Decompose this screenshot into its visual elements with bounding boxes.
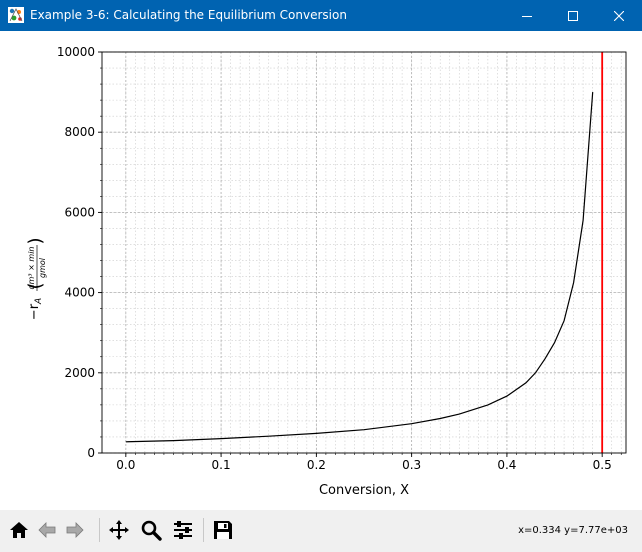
toolbar-separator (99, 518, 100, 542)
y-tick-labels: 0 2000 4000 6000 8000 10000 (57, 45, 95, 460)
x-tick-label: 0.2 (307, 458, 326, 472)
navigation-toolbar: x=0.334 y=7.77e+03 (0, 510, 642, 552)
zoom-icon (141, 520, 162, 541)
x-tick-label: 0.3 (402, 458, 421, 472)
y-tick-label: 0 (87, 446, 95, 460)
figure-canvas[interactable]: 0.0 0.1 0.2 0.3 0.4 0.5 0 2000 4000 6000 8000 1000… (0, 31, 642, 510)
y-axis-label-numerator: dm³ × min (27, 247, 36, 290)
ticks (98, 51, 622, 457)
y-tick-label: 4000 (64, 286, 95, 300)
maximize-icon (568, 10, 578, 21)
app-icon (8, 7, 24, 23)
back-icon (38, 522, 56, 538)
pan-icon (109, 520, 129, 540)
x-tick-label: 0.0 (116, 458, 135, 472)
x-tick-label: 0.1 (212, 458, 231, 472)
svg-text:): ) (25, 237, 46, 244)
svg-text:−rA: −rA (27, 298, 44, 320)
y-axis-label-subscript: A (34, 298, 44, 305)
minimize-icon (522, 15, 532, 17)
toolbar-separator (203, 518, 204, 542)
pan-button[interactable] (106, 517, 132, 543)
y-axis-label-main: −r (27, 303, 42, 320)
svg-text:(: ( (25, 282, 46, 289)
y-axis-label-denominator: gmol (38, 257, 47, 278)
zoom-button[interactable] (138, 517, 164, 543)
x-tick-label: 0.4 (497, 458, 516, 472)
y-tick-label: 8000 (64, 125, 95, 139)
x-axis-label: Conversion, X (319, 483, 409, 498)
window-title: Example 3-6: Calculating the Equilibrium… (30, 8, 347, 22)
forward-icon (66, 522, 84, 538)
close-button[interactable] (596, 0, 642, 31)
y-tick-label: 10000 (57, 45, 95, 59)
back-button[interactable] (34, 517, 60, 543)
x-tick-labels: 0.0 0.1 0.2 0.3 0.4 0.5 (116, 458, 611, 472)
minor-grid (102, 51, 626, 454)
close-icon (614, 10, 624, 21)
plot-svg: 0.0 0.1 0.2 0.3 0.4 0.5 0 2000 4000 6000 8000 1000… (25, 45, 627, 498)
save-button[interactable] (210, 517, 236, 543)
minimize-button[interactable] (504, 0, 550, 31)
title-bar: Example 3-6: Calculating the Equilibrium… (0, 0, 642, 31)
home-icon (10, 522, 28, 538)
configure-subplots-button[interactable] (170, 517, 196, 543)
home-button[interactable] (6, 517, 32, 543)
y-tick-label: 2000 (64, 366, 95, 380)
maximize-button[interactable] (550, 0, 596, 31)
rate-curve-line (125, 92, 594, 443)
forward-button[interactable] (62, 517, 88, 543)
y-axis-label: −rA ( dm³ × min gmol ) (25, 237, 47, 320)
x-tick-label: 0.5 (593, 458, 612, 472)
configure-subplots-icon (174, 521, 192, 539)
y-tick-label: 6000 (64, 205, 95, 219)
cursor-coordinates: x=0.334 y=7.77e+03 (518, 525, 628, 536)
save-icon (214, 521, 232, 539)
